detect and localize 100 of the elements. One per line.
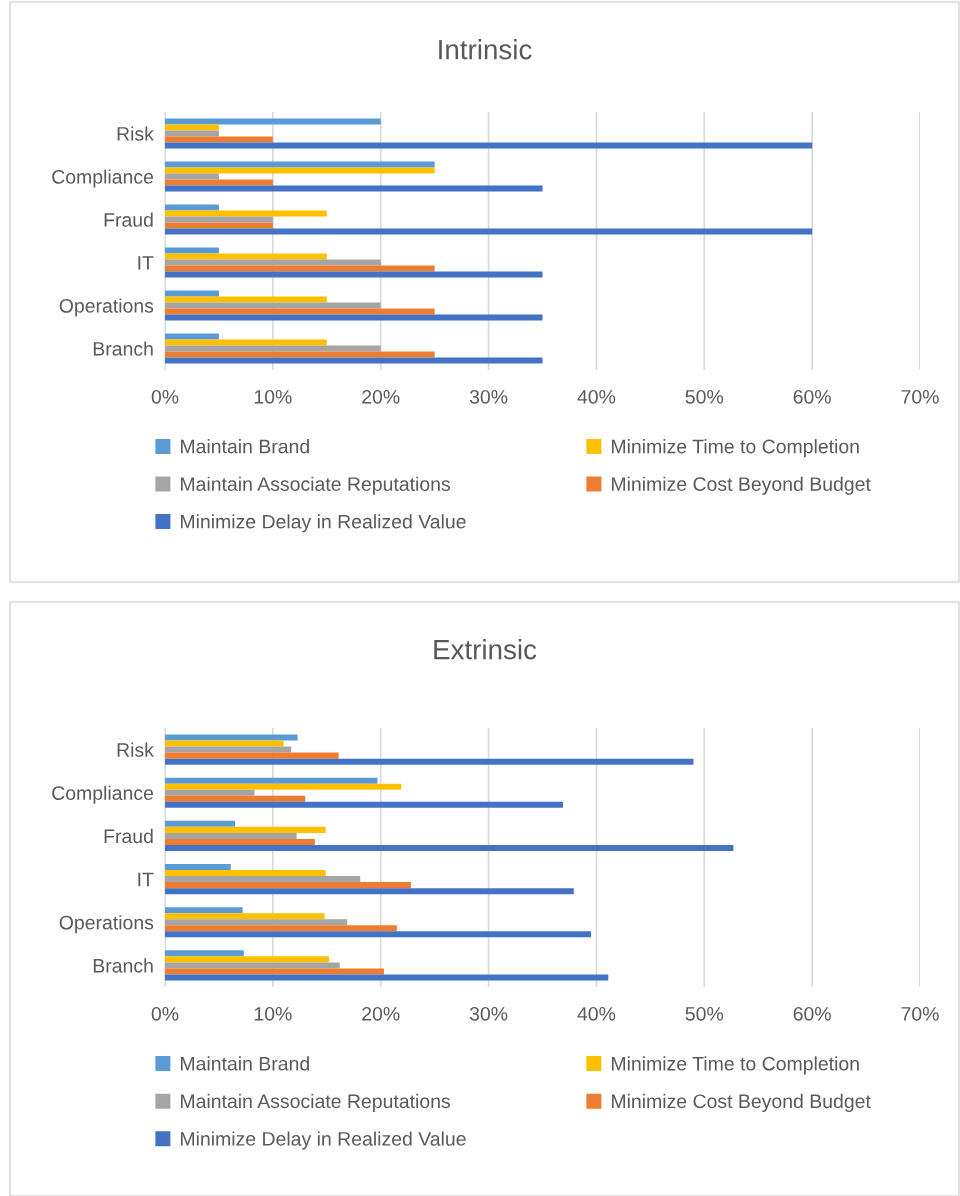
bar (165, 801, 563, 808)
bar (165, 118, 381, 125)
legend-label: Maintain Associate Reputations (181, 1093, 451, 1112)
bar (165, 124, 219, 131)
y-tick-label: Risk (117, 126, 154, 141)
bar (165, 302, 381, 309)
x-tick-label: 20% (362, 389, 400, 404)
bar (165, 876, 361, 883)
y-tick-label: Risk (117, 742, 154, 757)
bar (165, 259, 381, 266)
y-tick-label: IT (138, 256, 154, 270)
bar (165, 870, 326, 877)
bar (165, 136, 273, 143)
bar (165, 863, 231, 871)
bar (165, 222, 273, 229)
bar (165, 339, 327, 346)
bar (165, 345, 381, 352)
x-tick-label: 40% (577, 1006, 616, 1021)
bar (165, 888, 574, 895)
y-tick-label: Fraud (104, 828, 153, 844)
y-tick-label: Operations (59, 915, 154, 934)
bar (165, 950, 244, 957)
bar (165, 777, 378, 784)
bar (165, 308, 435, 315)
bar (165, 882, 411, 889)
legend-label: Minimize Cost Beyond Budget (612, 1093, 871, 1112)
x-tick-label: 70% (901, 1006, 939, 1021)
bar (165, 228, 813, 235)
bar (165, 974, 609, 981)
legend-label: Minimize Time to Completion (612, 439, 859, 458)
bar (165, 826, 326, 833)
bar (165, 351, 435, 358)
bar (165, 758, 694, 765)
bar (165, 734, 298, 741)
bar (165, 913, 325, 920)
bar (165, 142, 813, 149)
y-tick-label: Compliance (52, 785, 154, 804)
bar (165, 919, 348, 926)
chart-title: Intrinsic (439, 39, 532, 60)
x-tick-label: 10% (254, 1006, 292, 1021)
bar (165, 130, 219, 137)
y-tick-label: IT (138, 872, 154, 887)
x-tick-label: 50% (685, 1006, 724, 1021)
bar (165, 204, 219, 211)
bar (165, 161, 435, 168)
bar (165, 216, 273, 223)
y-tick-label: Operations (59, 298, 154, 317)
bar (165, 925, 397, 932)
bar (165, 968, 384, 975)
bar (165, 789, 255, 796)
bar (165, 253, 327, 260)
x-tick-label: 50% (685, 389, 724, 404)
legend-label: Minimize Delay in Realized Value (181, 514, 466, 533)
legend-label: Maintain Brand (181, 439, 309, 454)
bar (165, 820, 236, 827)
y-tick-label: Branch (93, 958, 153, 973)
x-tick-label: 30% (469, 389, 508, 404)
bar (165, 746, 292, 753)
bar (165, 795, 306, 802)
bar (165, 783, 402, 790)
bar (165, 956, 329, 963)
bar (165, 838, 315, 845)
bar (165, 173, 219, 180)
x-tick-label: 30% (469, 1006, 508, 1021)
x-tick-label: 0% (151, 1006, 179, 1021)
bar (165, 752, 339, 759)
legend-label: Minimize Delay in Realized Value (181, 1131, 466, 1150)
bar (165, 296, 327, 303)
bar (165, 931, 592, 938)
bar (165, 844, 734, 852)
x-tick-label: 10% (254, 389, 292, 404)
x-tick-label: 60% (793, 389, 831, 404)
legend-label: Minimize Time to Completion (612, 1056, 859, 1075)
bar (165, 832, 297, 839)
legend-label: Maintain Brand (181, 1056, 309, 1071)
bar (165, 167, 435, 174)
legend-label: Minimize Cost Beyond Budget (612, 476, 871, 495)
y-tick-label: Compliance (52, 169, 154, 188)
bar (165, 740, 284, 747)
x-tick-label: 20% (362, 1006, 400, 1021)
x-tick-label: 60% (793, 1006, 831, 1021)
y-tick-label: Fraud (104, 212, 153, 227)
x-tick-label: 70% (901, 389, 939, 404)
x-tick-label: 0% (151, 389, 179, 404)
bar (165, 210, 327, 217)
bar (165, 247, 219, 254)
bar (165, 357, 543, 364)
bar (165, 333, 219, 340)
bar (165, 907, 243, 914)
x-tick-label: 40% (577, 389, 616, 404)
chart-title: Extrinsic (434, 639, 537, 660)
bar (165, 271, 543, 278)
bar (165, 290, 219, 297)
bar (165, 185, 543, 192)
bar (165, 962, 340, 969)
legend-label: Maintain Associate Reputations (181, 476, 451, 495)
bar (165, 314, 543, 321)
y-tick-label: Branch (93, 341, 153, 356)
bar (165, 179, 273, 186)
bar (165, 265, 435, 272)
